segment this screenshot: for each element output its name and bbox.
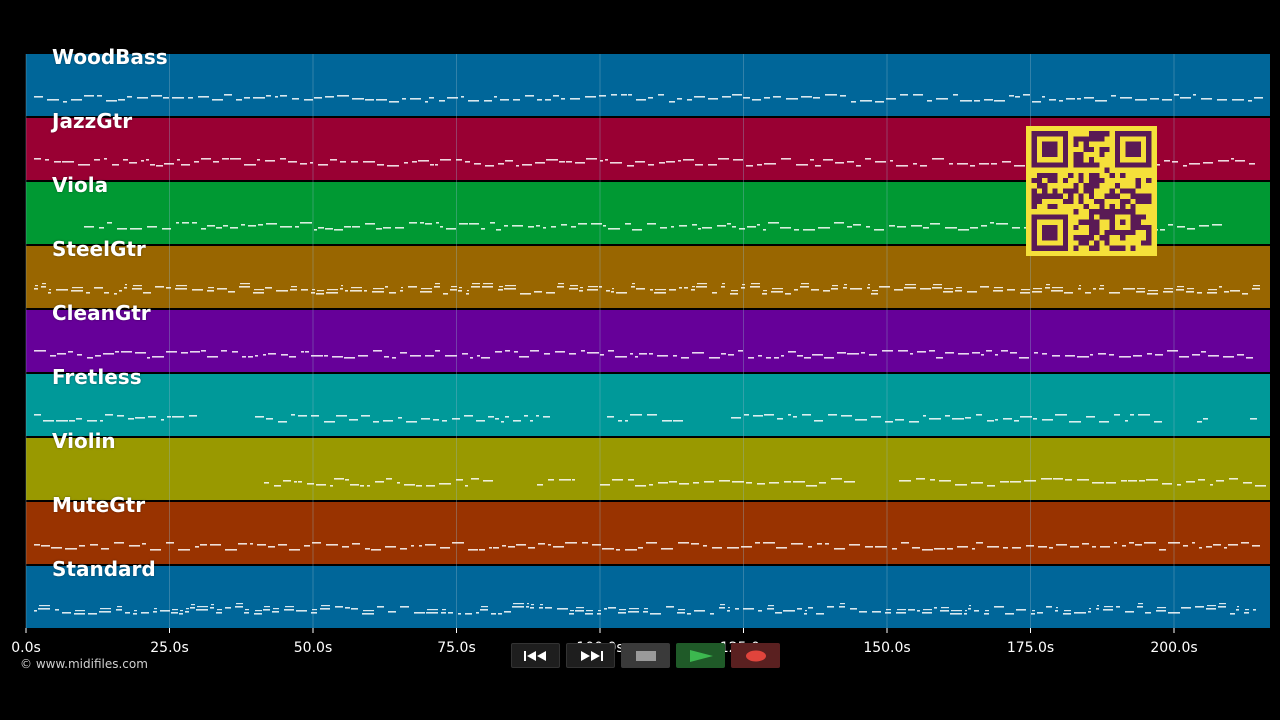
track-lane <box>26 54 1270 116</box>
track-notes <box>34 94 1263 103</box>
record-icon <box>745 650 766 661</box>
time-tick-label: 25.0s <box>150 640 189 656</box>
track-notes <box>264 478 1266 487</box>
track-notes <box>34 158 1255 167</box>
track-label: WoodBass <box>52 45 168 69</box>
time-tick-label: 50.0s <box>293 640 333 656</box>
track-notes <box>34 283 1260 295</box>
track-label: Viola <box>52 173 109 197</box>
stop-button[interactable] <box>621 643 670 668</box>
time-tick-label: 150.0s <box>863 640 911 656</box>
track-lane <box>26 502 1270 564</box>
track-label: Fretless <box>52 365 142 389</box>
track-notes <box>34 603 1256 615</box>
play-icon <box>689 649 713 662</box>
track-label: Standard <box>52 557 156 581</box>
stop-icon <box>635 650 656 661</box>
time-tick-label: 200.0s <box>1150 640 1198 656</box>
time-tick-label: 0.0s <box>11 640 41 656</box>
track-lane <box>26 246 1270 308</box>
time-grid <box>25 54 1175 628</box>
time-tick-label: 175.0s <box>1006 640 1055 656</box>
track-label: CleanGtr <box>52 301 151 325</box>
play-button[interactable] <box>676 643 725 668</box>
track-lane <box>26 310 1270 372</box>
track-label: JazzGtr <box>52 109 133 133</box>
rewind-icon <box>523 650 546 661</box>
track-lane <box>26 438 1270 500</box>
record-button[interactable] <box>731 643 780 668</box>
time-tick-label: 75.0s <box>437 640 476 656</box>
time-axis <box>25 628 1175 633</box>
copyright-text: © www.midifiles.com <box>20 657 148 671</box>
fast-forward-icon <box>580 650 603 661</box>
track-lane <box>26 566 1270 628</box>
track-lane <box>26 374 1270 436</box>
rewind-button[interactable] <box>511 643 560 668</box>
track-notes <box>34 414 1257 423</box>
track-label: MuteGtr <box>52 493 146 517</box>
track-label: SteelGtr <box>52 237 146 261</box>
note-events <box>34 94 1266 615</box>
qr-code-icon <box>1026 126 1157 256</box>
transport-controls <box>511 643 780 668</box>
track-label: Violin <box>52 429 116 453</box>
track-notes <box>34 542 1260 551</box>
fast-forward-button[interactable] <box>566 643 615 668</box>
track-notes <box>34 350 1253 359</box>
